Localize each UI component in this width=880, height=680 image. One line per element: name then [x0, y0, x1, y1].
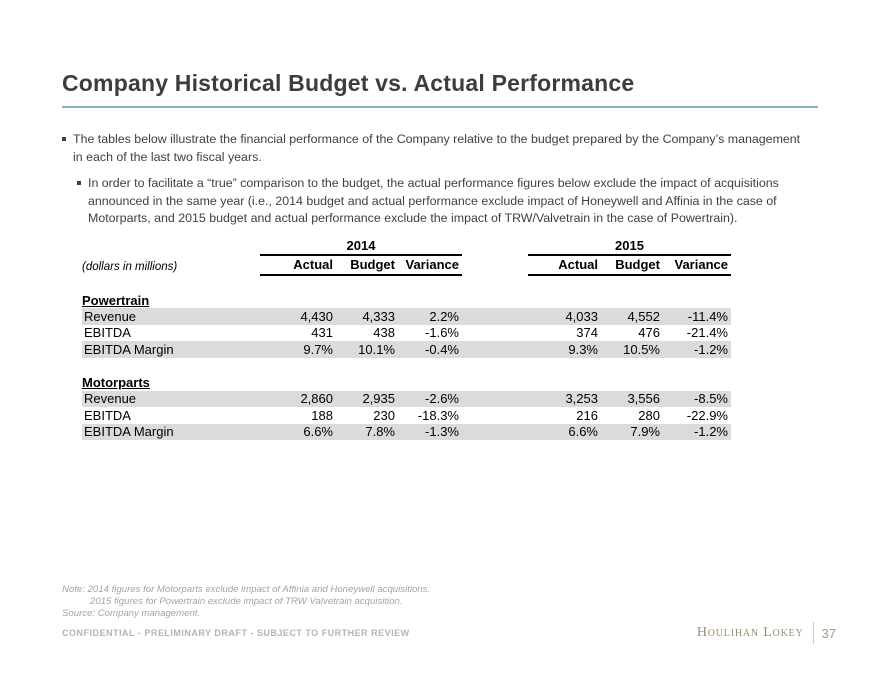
bullet-square-icon [62, 137, 66, 141]
value-cell: 438 [373, 325, 395, 341]
row-label: Revenue [84, 308, 137, 324]
bullet-text: The tables below illustrate the financia… [73, 132, 801, 164]
year-header-row: 2014 2015 [82, 237, 731, 256]
section-header-motorparts: Motorparts [82, 375, 731, 391]
confidential-disclaimer: CONFIDENTIAL - PRELIMINARY DRAFT - SUBJE… [62, 628, 410, 638]
value-cell: -8.5% [694, 391, 728, 407]
spacer-cell [462, 256, 528, 276]
row-label: Revenue [84, 391, 137, 407]
col-header-actual-2015: Actual [528, 256, 601, 276]
units-label: (dollars in millions) [82, 261, 178, 273]
value-cell: 10.5% [623, 341, 660, 357]
value-cell: 3,556 [627, 391, 660, 407]
value-cell: 4,033 [565, 308, 598, 324]
row-label: EBITDA Margin [84, 341, 174, 357]
row-label: EBITDA [84, 325, 131, 341]
value-cell: 374 [576, 325, 598, 341]
value-cell: 9.3% [568, 341, 598, 357]
bullet-square-icon [77, 181, 81, 186]
row-label: EBITDA [84, 407, 131, 423]
table-row: EBITDA 188 230 -18.3% 216 280 -22.9% [82, 407, 731, 424]
value-cell: -18.3% [417, 407, 459, 423]
row-label: EBITDA Margin [84, 424, 174, 440]
col-header-actual-2014: Actual [260, 256, 336, 276]
value-cell: 4,333 [362, 308, 395, 324]
value-cell: 10.1% [358, 341, 395, 357]
value-cell: -0.4% [425, 341, 459, 357]
budget-vs-actual-table: 2014 2015 (dollars in millions) Actual B… [82, 237, 731, 440]
value-cell: -1.2% [694, 424, 728, 440]
table-row: Revenue 2,860 2,935 -2.6% 3,253 3,556 -8… [82, 390, 731, 407]
footer-divider [812, 622, 814, 644]
year-2015-label: 2015 [528, 237, 731, 256]
brand-logo-text: Houlihan Lokey [696, 625, 804, 640]
col-header-variance-2014: Variance [398, 256, 462, 276]
source-line: Source: Company management. [62, 608, 201, 620]
value-cell: 4,430 [300, 308, 333, 324]
value-cell: 6.6% [568, 424, 598, 440]
value-cell: -1.6% [425, 325, 459, 341]
bullet-text: In order to facilitate a “true” comparis… [88, 176, 779, 226]
value-cell: -21.4% [686, 325, 728, 341]
value-cell: 7.8% [365, 424, 395, 440]
col-header-budget-2015: Budget [601, 256, 663, 276]
page-title: Company Historical Budget vs. Actual Per… [62, 70, 635, 96]
col-header-variance-2015: Variance [663, 256, 731, 276]
bullet-list: The tables below illustrate the financia… [62, 131, 804, 228]
title-block: Company Historical Budget vs. Actual Per… [62, 70, 818, 108]
value-cell: -2.6% [425, 391, 459, 407]
footnotes: Note: 2014 figures for Motorparts exclud… [62, 584, 430, 621]
section-name: Powertrain [82, 292, 150, 308]
value-cell: -1.3% [425, 424, 459, 440]
year-2014-label: 2014 [260, 237, 462, 256]
value-cell: -11.4% [687, 308, 728, 324]
section-header-powertrain: Powertrain [82, 292, 731, 308]
value-cell: 6.6% [303, 424, 333, 440]
section-name: Motorparts [82, 375, 150, 390]
value-cell: 476 [638, 325, 660, 341]
value-cell: 280 [638, 407, 660, 423]
value-cell: 2,860 [300, 391, 333, 407]
value-cell: 431 [311, 325, 333, 341]
value-cell: 3,253 [565, 391, 598, 407]
bullet-item: The tables below illustrate the financia… [62, 131, 804, 166]
value-cell: 2,935 [362, 391, 395, 407]
value-cell: 216 [576, 407, 598, 423]
table-row: EBITDA 431 438 -1.6% 374 476 -21.4% [82, 325, 731, 342]
value-cell: 7.9% [630, 424, 660, 440]
table-row: Revenue 4,430 4,333 2.2% 4,033 4,552 -11… [82, 308, 731, 325]
note-line: 2015 figures for Powertrain exclude impa… [90, 596, 403, 608]
value-cell: 9.7% [303, 341, 333, 357]
value-cell: -22.9% [686, 407, 728, 423]
value-cell: 188 [311, 407, 333, 423]
spacer-cell [462, 237, 528, 256]
table-row: EBITDA Margin 9.7% 10.1% -0.4% 9.3% 10.5… [82, 341, 731, 358]
bullet-item: In order to facilitate a “true” comparis… [77, 175, 789, 228]
page-number: 37 [821, 625, 836, 641]
column-header-row: (dollars in millions) Actual Budget Vari… [82, 256, 731, 276]
value-cell: 2.2% [429, 308, 459, 324]
col-header-budget-2014: Budget [336, 256, 398, 276]
spacer-cell [82, 237, 260, 256]
table-row: EBITDA Margin 6.6% 7.8% -1.3% 6.6% 7.9% … [82, 423, 731, 440]
value-cell: 230 [373, 407, 395, 423]
footer-brand-block: Houlihan Lokey 37 [697, 620, 836, 646]
value-cell: -1.2% [694, 341, 728, 357]
note-line: Note: 2014 figures for Motorparts exclud… [62, 584, 431, 595]
value-cell: 4,552 [627, 308, 660, 324]
